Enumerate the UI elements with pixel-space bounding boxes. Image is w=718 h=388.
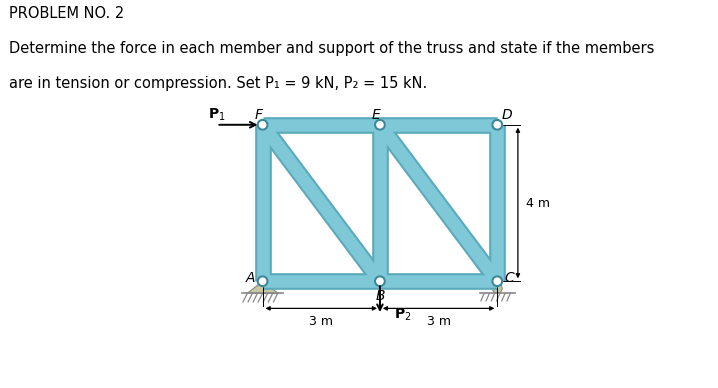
Polygon shape [248,281,278,293]
Text: 3 m: 3 m [426,315,451,329]
Text: C: C [504,271,514,285]
Circle shape [493,120,502,130]
Circle shape [375,120,385,130]
Text: D: D [502,108,513,122]
Text: A: A [246,271,256,285]
Circle shape [258,120,268,130]
Circle shape [493,283,502,293]
Text: 3 m: 3 m [309,315,333,329]
Text: Determine the force in each member and support of the truss and state if the mem: Determine the force in each member and s… [9,41,655,56]
Text: $\mathbf{P}_2$: $\mathbf{P}_2$ [393,307,411,323]
Text: E: E [371,108,380,122]
Text: 4 m: 4 m [526,196,549,210]
Text: B: B [376,289,385,303]
Text: F: F [254,108,262,122]
Text: $\mathbf{P}_1$: $\mathbf{P}_1$ [208,107,225,123]
Text: PROBLEM NO. 2: PROBLEM NO. 2 [9,6,125,21]
Circle shape [375,276,385,286]
Circle shape [258,276,268,286]
Text: are in tension or compression. Set P₁ = 9 kN, P₂ = 15 kN.: are in tension or compression. Set P₁ = … [9,76,428,91]
Circle shape [493,276,502,286]
